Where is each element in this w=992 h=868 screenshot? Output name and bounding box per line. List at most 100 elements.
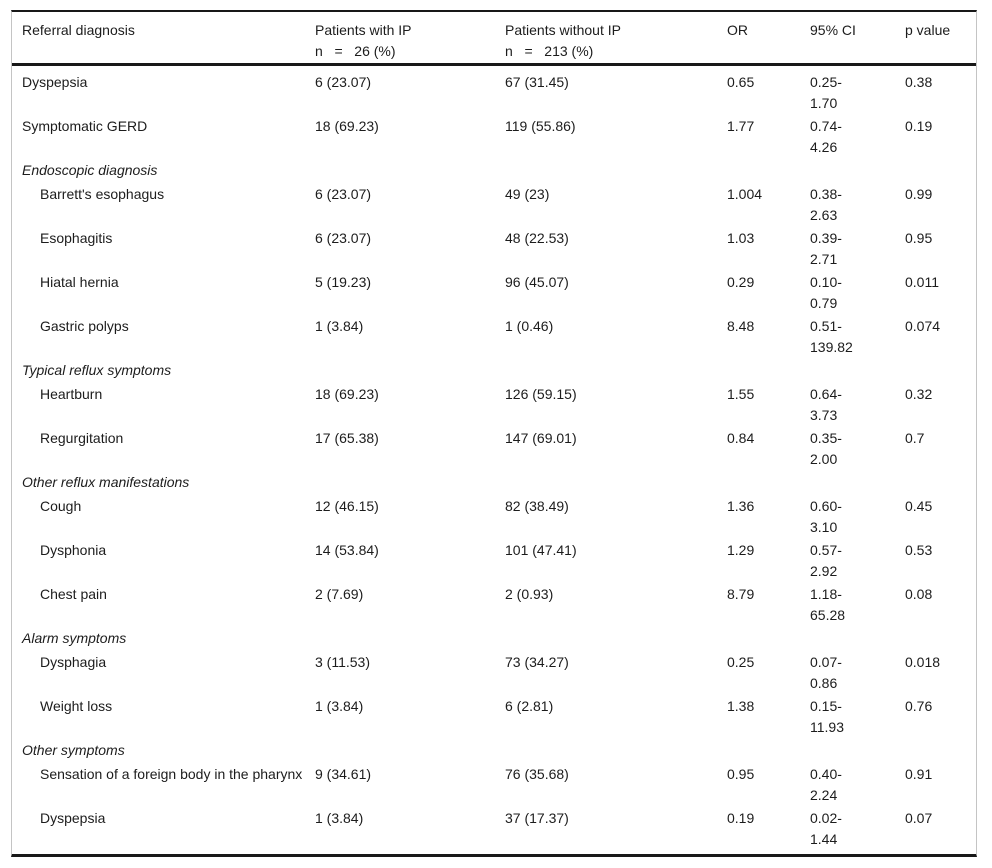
cell-ci: 0.35- 2.00 — [810, 430, 842, 467]
column-header-95-ci: 95% CI — [810, 20, 905, 41]
table-row: Cough 12 (46.15) 82 (38.49) 1.36 0.60- 3… — [12, 496, 976, 540]
cell-label: Barrett's esophagus — [40, 186, 165, 202]
table-body: Dyspepsia 6 (23.07) 67 (31.45) 0.65 0.25… — [12, 66, 976, 854]
column-header-line1: p value — [905, 22, 951, 38]
cell-ci: 0.51- 139.82 — [810, 318, 853, 355]
cell-patients-without-ip: 67 (31.45) — [505, 74, 569, 90]
cell-patients-without-ip: 73 (34.27) — [505, 654, 569, 670]
cell-or: 1.38 — [727, 698, 755, 714]
cell-patients-with-ip: 1 (3.84) — [315, 318, 364, 334]
section-title: Other symptoms — [22, 742, 125, 758]
cell-or: 1.77 — [727, 118, 755, 134]
cell-label: Sensation of a foreign body in the phary… — [40, 766, 303, 782]
cell-or: 1.29 — [727, 542, 755, 558]
column-header-p-value: p value — [905, 20, 976, 41]
table-row: Gastric polyps 1 (3.84) 1 (0.46) 8.48 0.… — [12, 316, 976, 360]
table-row: Barrett's esophagus 6 (23.07) 49 (23) 1.… — [12, 184, 976, 228]
cell-p-value: 0.074 — [905, 318, 941, 334]
cell-patients-with-ip: 1 (3.84) — [315, 698, 364, 714]
cell-p-value: 0.08 — [905, 586, 933, 602]
cell-p-value: 0.018 — [905, 654, 941, 670]
cell-label: Dyspepsia — [22, 74, 88, 90]
cell-label: Hiatal hernia — [40, 274, 119, 290]
cell-patients-without-ip: 6 (2.81) — [505, 698, 554, 714]
section-title: Typical reflux symptoms — [22, 362, 172, 378]
cell-or: 8.79 — [727, 586, 755, 602]
cell-p-value: 0.76 — [905, 698, 933, 714]
cell-p-value: 0.45 — [905, 498, 933, 514]
cell-label: Cough — [40, 498, 82, 514]
column-header-line1: Patients without IP — [505, 22, 621, 38]
table-row: Hiatal hernia 5 (19.23) 96 (45.07) 0.29 … — [12, 272, 976, 316]
cell-patients-with-ip: 3 (11.53) — [315, 654, 370, 670]
cell-or: 0.25 — [727, 654, 755, 670]
section-title: Endoscopic diagnosis — [22, 162, 158, 178]
cell-label: Weight loss — [40, 698, 113, 714]
cell-patients-with-ip: 17 (65.38) — [315, 430, 379, 446]
cell-ci: 0.74- 4.26 — [810, 118, 842, 155]
cell-patients-without-ip: 82 (38.49) — [505, 498, 569, 514]
table-header: Referral diagnosis Patients with IP n = … — [12, 12, 976, 66]
cell-patients-without-ip: 76 (35.68) — [505, 766, 569, 782]
cell-or: 0.84 — [727, 430, 755, 446]
cell-or: 0.29 — [727, 274, 755, 290]
column-header-line1: Patients with IP — [315, 22, 412, 38]
cell-ci: 0.64- 3.73 — [810, 386, 842, 423]
table-row: Weight loss 1 (3.84) 6 (2.81) 1.38 0.15-… — [12, 696, 976, 740]
cell-p-value: 0.32 — [905, 386, 933, 402]
cell-patients-with-ip: 5 (19.23) — [315, 274, 372, 290]
cell-label: Esophagitis — [40, 230, 113, 246]
section-title: Other reflux manifestations — [22, 474, 190, 490]
cell-patients-without-ip: 37 (17.37) — [505, 810, 569, 826]
cell-ci: 0.07- 0.86 — [810, 654, 842, 691]
cell-ci: 0.25- 1.70 — [810, 74, 842, 111]
table-row: Symptomatic GERD 18 (69.23) 119 (55.86) … — [12, 116, 976, 160]
column-header-referral-diagnosis: Referral diagnosis — [12, 20, 315, 41]
cell-patients-without-ip: 49 (23) — [505, 186, 550, 202]
cell-ci: 0.60- 3.10 — [810, 498, 842, 535]
cell-patients-without-ip: 96 (45.07) — [505, 274, 569, 290]
cell-p-value: 0.19 — [905, 118, 933, 134]
cell-label: Gastric polyps — [40, 318, 129, 334]
cell-p-value: 0.95 — [905, 230, 933, 246]
cell-ci: 0.10- 0.79 — [810, 274, 842, 311]
table-row: Heartburn 18 (69.23) 126 (59.15) 1.55 0.… — [12, 384, 976, 428]
cell-p-value: 0.07 — [905, 810, 933, 826]
cell-patients-without-ip: 126 (59.15) — [505, 386, 577, 402]
cell-label: Chest pain — [40, 586, 107, 602]
cell-patients-with-ip: 1 (3.84) — [315, 810, 364, 826]
section-title: Alarm symptoms — [22, 630, 127, 646]
cell-p-value: 0.53 — [905, 542, 933, 558]
table-row: Regurgitation 17 (65.38) 147 (69.01) 0.8… — [12, 428, 976, 472]
cell-ci: 1.18- 65.28 — [810, 586, 846, 623]
column-header-or: OR — [727, 20, 810, 41]
cell-patients-with-ip: 6 (23.07) — [315, 74, 372, 90]
cell-or: 1.004 — [727, 186, 763, 202]
cell-or: 0.65 — [727, 74, 755, 90]
column-header-line1: Referral diagnosis — [22, 22, 135, 38]
cell-patients-with-ip: 14 (53.84) — [315, 542, 379, 558]
column-header-patients-without-ip: Patients without IP n = 213 (%) — [505, 20, 727, 62]
cell-ci: 0.57- 2.92 — [810, 542, 842, 579]
table-row: Dyspepsia 1 (3.84) 37 (17.37) 0.19 0.02-… — [12, 808, 976, 852]
table-row: Sensation of a foreign body in the phary… — [12, 764, 976, 808]
cell-p-value: 0.38 — [905, 74, 933, 90]
cell-label: Symptomatic GERD — [22, 118, 148, 134]
cell-p-value: 0.7 — [905, 430, 925, 446]
cell-patients-without-ip: 2 (0.93) — [505, 586, 554, 602]
cell-patients-without-ip: 48 (22.53) — [505, 230, 569, 246]
cell-p-value: 0.011 — [905, 274, 939, 290]
cell-ci: 0.38- 2.63 — [810, 186, 842, 223]
cell-label: Regurgitation — [40, 430, 124, 446]
cell-patients-without-ip: 119 (55.86) — [505, 118, 576, 134]
cell-or: 8.48 — [727, 318, 755, 334]
cell-label: Dysphagia — [40, 654, 107, 670]
cell-or: 0.95 — [727, 766, 755, 782]
cell-or: 1.55 — [727, 386, 755, 402]
column-header-line1: OR — [727, 22, 748, 38]
column-header-line2: n = 213 (%) — [505, 43, 594, 59]
cell-patients-with-ip: 2 (7.69) — [315, 586, 364, 602]
statistics-table: Referral diagnosis Patients with IP n = … — [11, 10, 977, 857]
cell-ci: 0.39- 2.71 — [810, 230, 842, 267]
cell-patients-with-ip: 18 (69.23) — [315, 118, 379, 134]
